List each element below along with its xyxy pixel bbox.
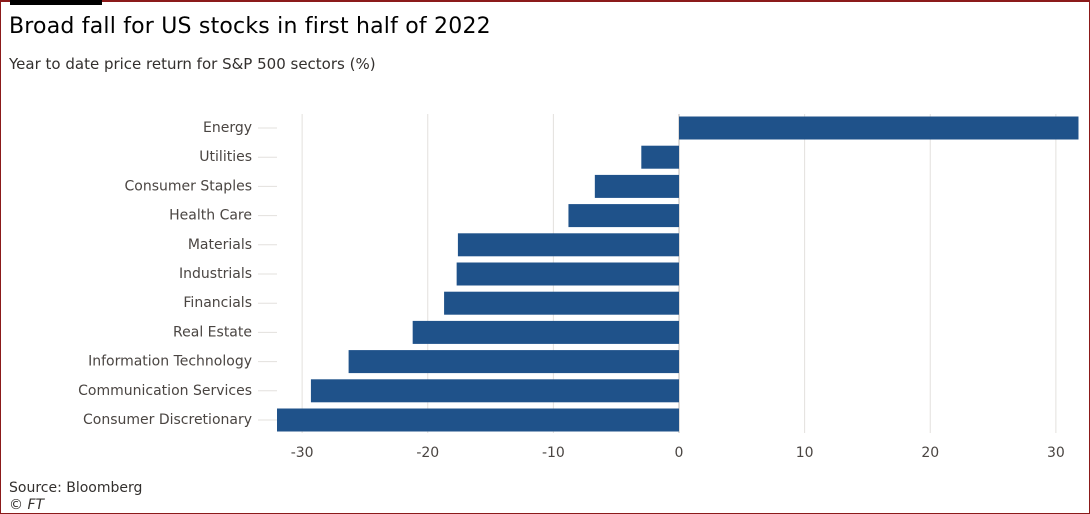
title-accent-bar [10,0,102,5]
category-label: Consumer Discretionary [83,412,252,428]
x-tick-label: 20 [921,445,939,461]
chart-subtitle: Year to date price return for S&P 500 se… [9,55,376,73]
bar [412,320,679,344]
x-tick-label: 0 [675,445,684,461]
source-note: Source: Bloomberg [9,480,143,496]
bar [310,379,679,403]
x-tick-label: -20 [416,445,439,461]
x-axis-ticks: -30 -20 -10 0 10 20 30 [291,445,1065,461]
x-tick-label: -10 [542,445,565,461]
bar [444,291,679,315]
category-labels: Energy Utilities Consumer Staples Health Ca… [78,120,252,428]
category-label: Financials [183,295,252,311]
bar [679,116,1079,140]
category-label: Health Care [169,208,252,224]
ft-credit: © FT [9,497,45,513]
bar [594,174,679,198]
x-tick-label: 10 [796,445,814,461]
category-label: Information Technology [88,354,252,370]
bar [641,145,679,169]
x-tick-label: -30 [291,445,314,461]
chart-title: Broad fall for US stocks in first half o… [9,14,491,39]
bars [277,116,1079,432]
category-label: Communication Services [78,383,252,399]
category-label: Materials [188,237,252,253]
bar [348,350,679,374]
bar [457,233,679,257]
category-label: Industrials [179,266,252,282]
category-label: Energy [203,120,252,136]
bar [456,262,679,286]
x-tick-label: 30 [1047,445,1065,461]
bar [277,408,679,432]
category-label: Utilities [199,149,252,165]
category-label: Real Estate [173,324,252,340]
bar [568,204,679,228]
category-label: Consumer Staples [125,178,252,194]
